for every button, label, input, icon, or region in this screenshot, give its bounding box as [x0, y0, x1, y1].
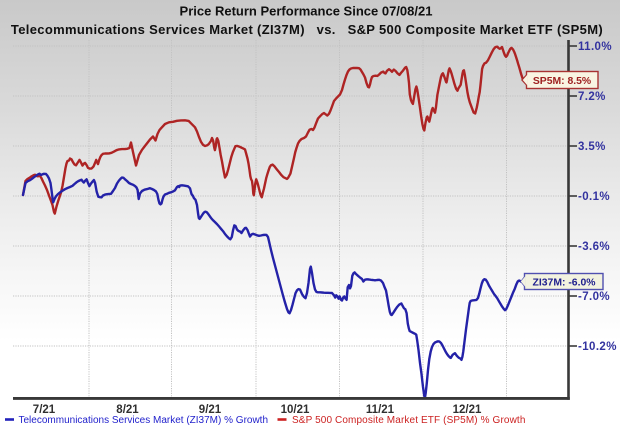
svg-text:11.0%: 11.0% — [578, 41, 612, 53]
svg-text:8/21: 8/21 — [116, 404, 139, 416]
svg-text:-7.0%: -7.0% — [578, 291, 610, 303]
svg-text:SP5M: 8.5%: SP5M: 8.5% — [533, 76, 591, 87]
svg-text:-3.6%: -3.6% — [578, 241, 610, 253]
svg-text:Telecommunications Services Ma: Telecommunications Services Market (ZI37… — [11, 22, 603, 37]
svg-text:7/21: 7/21 — [33, 404, 56, 416]
svg-text:-0.1%: -0.1% — [578, 191, 610, 203]
svg-text:Telecommunications Services Ma: Telecommunications Services Market (ZI37… — [19, 415, 269, 426]
svg-text:ZI37M: -6.0%: ZI37M: -6.0% — [533, 278, 596, 289]
svg-text:7.2%: 7.2% — [578, 91, 606, 103]
svg-text:S&P 500 Composite Market ETF (: S&P 500 Composite Market ETF (SP5M) % Gr… — [292, 415, 526, 426]
svg-text:10/21: 10/21 — [281, 404, 310, 416]
svg-text:9/21: 9/21 — [199, 404, 222, 416]
svg-text:12/21: 12/21 — [453, 404, 482, 416]
svg-text:3.5%: 3.5% — [578, 141, 606, 153]
svg-text:11/21: 11/21 — [366, 404, 395, 416]
svg-text:Price Return Performance Since: Price Return Performance Since 07/08/21 — [180, 4, 433, 19]
svg-text:-10.2%: -10.2% — [578, 341, 617, 353]
